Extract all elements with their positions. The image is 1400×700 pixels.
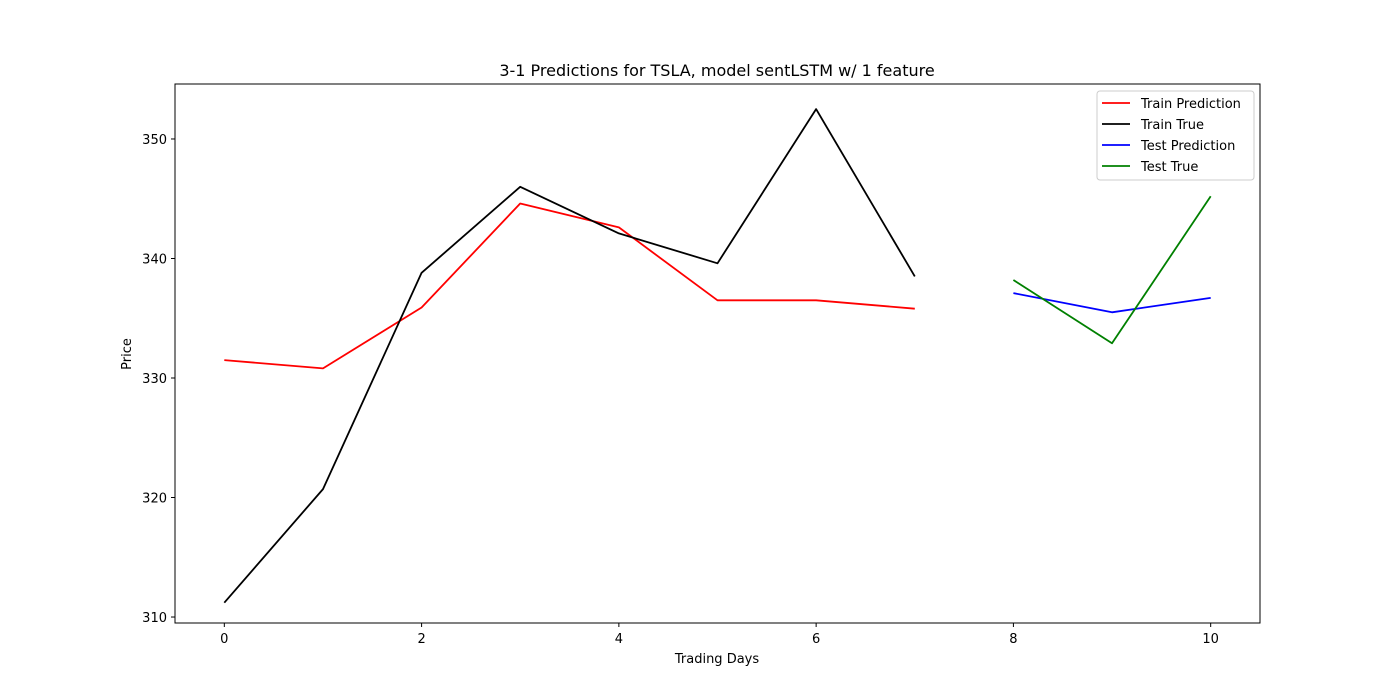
x-tick-label: 8: [1009, 632, 1017, 647]
legend-label: Test Prediction: [1140, 139, 1235, 154]
series-line-test-true: [1012, 195, 1212, 345]
x-tick-label: 2: [417, 632, 425, 647]
plot-area: [223, 108, 1212, 604]
chart-title: 3-1 Predictions for TSLA, model sentLSTM…: [499, 61, 934, 80]
y-tick-label: 310: [142, 611, 167, 626]
legend-label: Test True: [1140, 160, 1198, 175]
y-tick-label: 340: [142, 252, 167, 267]
plot-frame: [174, 83, 1261, 624]
legend: Train Prediction Train True Test Predictio…: [1096, 90, 1255, 181]
series-line-test-prediction: [1013, 292, 1211, 314]
y-tick-label: 320: [142, 492, 167, 507]
x-tick-label: 0: [220, 632, 228, 647]
legend-label: Train True: [1140, 118, 1204, 133]
y-axis-label: Price: [120, 338, 135, 370]
x-axis-label: Trading Days: [674, 652, 759, 667]
y-axis: 310 320 330 340 350: [142, 133, 175, 626]
y-tick-label: 350: [142, 133, 167, 148]
legend-label: Train Prediction: [1140, 97, 1241, 112]
legend-box: [1096, 90, 1255, 181]
x-axis: 0 2 4 6 8 10: [220, 623, 1219, 647]
series-line-train-prediction: [224, 202, 915, 370]
x-tick-label: 10: [1202, 632, 1219, 647]
series-line-train-true: [223, 108, 916, 604]
x-tick-label: 6: [812, 632, 820, 647]
x-tick-label: 4: [615, 632, 623, 647]
y-tick-label: 330: [142, 372, 167, 387]
